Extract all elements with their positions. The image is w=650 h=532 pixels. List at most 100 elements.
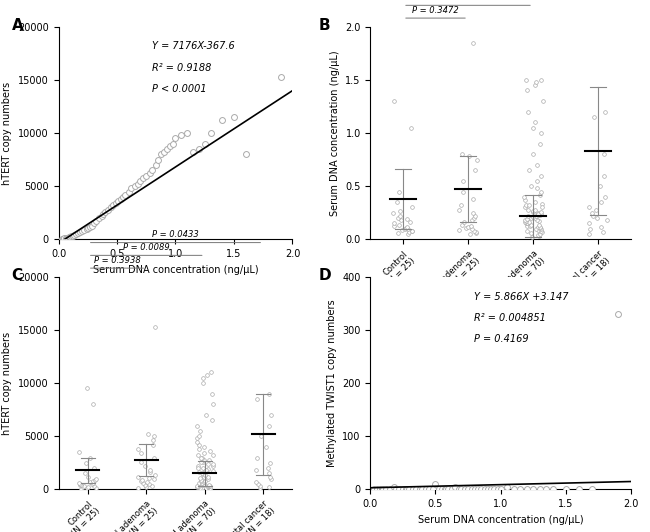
Text: P = 0.3472: P = 0.3472 (412, 6, 459, 15)
Point (468, 195, 478, 203)
Point (176, 131, 187, 139)
Point (534, 211, 545, 219)
Point (536, 187, 546, 196)
Point (85, 222, 96, 231)
Point (75, 481, 85, 489)
Point (400, 225, 410, 233)
Point (595, 182, 605, 190)
Point (197, 484, 207, 493)
Point (194, 468, 204, 477)
Point (83, 472, 93, 481)
Point (149, 453, 159, 462)
Point (264, 483, 274, 492)
Text: A: A (12, 18, 23, 33)
Point (141, 171, 151, 180)
Point (467, 225, 477, 233)
Point (83, 483, 94, 491)
Y-axis label: hTERT copy numbers: hTERT copy numbers (3, 331, 12, 435)
Point (534, 485, 545, 494)
Point (240, 150, 251, 159)
X-axis label: Serum DNA concentration (ng/μL): Serum DNA concentration (ng/μL) (93, 265, 258, 275)
Text: Y = 5.866X +3.147: Y = 5.866X +3.147 (474, 292, 569, 302)
Point (523, 212, 533, 220)
Point (261, 443, 271, 451)
Point (526, 214, 536, 222)
Point (407, 227, 417, 235)
Point (203, 475, 213, 483)
Point (78, 483, 88, 492)
Point (150, 470, 160, 479)
Point (81, 459, 91, 467)
Point (203, 472, 213, 481)
Point (192, 451, 203, 460)
Point (482, 485, 493, 494)
Point (495, 485, 506, 494)
Point (532, 231, 543, 239)
Point (394, 220, 404, 229)
Point (530, 118, 540, 127)
Point (59, 234, 70, 243)
Point (208, 400, 218, 409)
Point (502, 483, 512, 491)
Point (466, 221, 476, 230)
Point (521, 485, 532, 494)
Point (538, 97, 548, 105)
Point (599, 171, 609, 180)
Point (91, 475, 101, 483)
Point (60, 234, 71, 243)
Point (200, 470, 211, 479)
Point (147, 166, 157, 174)
Point (389, 97, 399, 105)
Point (196, 481, 207, 489)
Point (133, 445, 144, 453)
Point (536, 207, 546, 216)
Point (84, 478, 95, 486)
Point (583, 203, 593, 212)
Point (489, 485, 499, 494)
Point (201, 484, 211, 492)
Point (585, 225, 595, 233)
Point (463, 485, 473, 494)
Point (196, 485, 206, 493)
Point (372, 485, 382, 494)
Point (80, 469, 90, 478)
Point (90, 476, 100, 484)
Point (541, 485, 551, 494)
Point (88, 400, 98, 409)
Point (148, 436, 159, 445)
Point (115, 195, 125, 203)
Point (198, 470, 208, 479)
Point (535, 230, 545, 238)
Point (535, 222, 545, 231)
Point (142, 478, 152, 486)
Point (439, 485, 450, 494)
Point (404, 485, 415, 494)
Point (195, 483, 205, 492)
Point (424, 485, 434, 494)
Point (381, 485, 391, 494)
Text: D: D (318, 268, 331, 283)
Point (526, 229, 536, 237)
Point (443, 485, 454, 494)
Point (143, 430, 153, 438)
Point (411, 485, 421, 494)
Point (531, 212, 541, 220)
Point (193, 464, 203, 472)
Point (535, 139, 545, 148)
Point (401, 215, 411, 223)
Point (458, 218, 469, 227)
Point (394, 485, 404, 494)
Point (133, 180, 143, 188)
Point (251, 466, 261, 475)
Point (198, 472, 209, 481)
Point (199, 449, 209, 458)
Point (252, 453, 263, 462)
Point (536, 129, 547, 137)
Point (193, 462, 203, 470)
Point (162, 145, 172, 153)
Point (530, 214, 540, 222)
Point (75, 480, 86, 489)
Point (57, 235, 67, 243)
Point (599, 107, 610, 116)
Point (83, 484, 93, 492)
